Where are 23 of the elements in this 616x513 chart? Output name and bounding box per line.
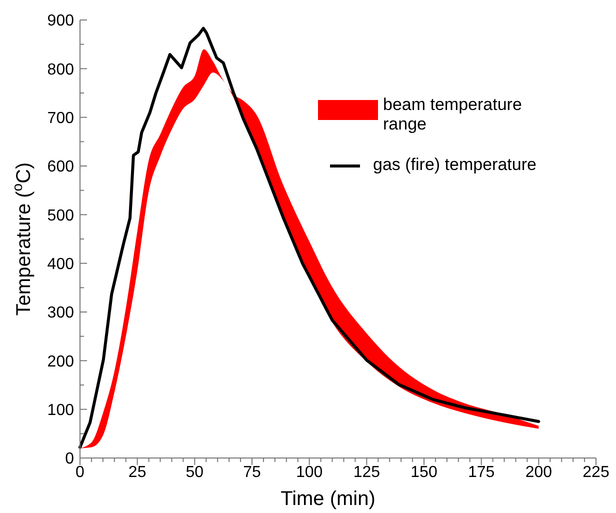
x-tick-label: 0 bbox=[76, 464, 85, 481]
x-tick-label: 125 bbox=[353, 464, 380, 481]
y-tick-label: 900 bbox=[47, 12, 74, 30]
legend-label: beam temperature range bbox=[383, 94, 522, 134]
x-tick-label: 175 bbox=[468, 464, 495, 481]
x-tick-label: 150 bbox=[410, 464, 438, 481]
y-tick-label: 100 bbox=[47, 402, 74, 419]
x-tick-label: 75 bbox=[243, 464, 261, 481]
x-axis-title: Time (min) bbox=[280, 488, 376, 510]
y-tick-label: 700 bbox=[47, 110, 74, 127]
x-tick-label: 25 bbox=[128, 464, 146, 481]
x-tick-label: 50 bbox=[186, 464, 204, 481]
legend-label: gas (fire) temperature bbox=[373, 154, 536, 174]
x-tick-label: 200 bbox=[525, 464, 552, 481]
x-tick-label: 100 bbox=[296, 464, 323, 481]
y-tick-label: 800 bbox=[47, 61, 74, 78]
y-tick-label: 400 bbox=[47, 256, 74, 273]
y-tick-label: 0 bbox=[65, 450, 74, 468]
x-tick-label: 225 bbox=[582, 464, 610, 481]
y-tick-label: 500 bbox=[47, 207, 74, 224]
y-tick-label: 200 bbox=[47, 353, 74, 370]
y-tick-label: 300 bbox=[47, 304, 74, 322]
y-tick-label: 600 bbox=[47, 158, 74, 176]
